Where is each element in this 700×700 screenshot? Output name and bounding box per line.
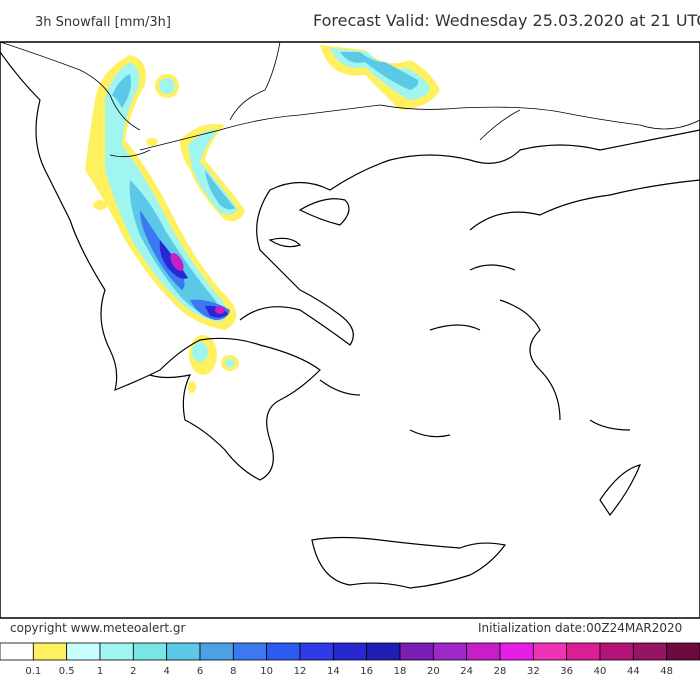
- color-legend: 0.1 0.5 1 2 4 6 8 10 12 14 16 18 20 24 28 32 36 40 44 48: [0, 642, 700, 677]
- legend-label: 20: [427, 666, 440, 677]
- legend-swatch: [332, 642, 368, 661]
- legend-label: 4: [163, 666, 169, 677]
- legend-label: 48: [660, 666, 673, 677]
- copyright: copyright www.meteoalert.gr: [10, 621, 185, 635]
- legend-swatch: [132, 642, 168, 661]
- legend-label: 12: [294, 666, 307, 677]
- legend-swatch: [666, 642, 700, 661]
- legend-swatch: [499, 642, 534, 661]
- legend-label: 0.5: [59, 666, 75, 677]
- legend-swatch: [366, 642, 401, 661]
- map-area: [0, 41, 700, 619]
- forecast-valid: Forecast Valid: Wednesday 25.03.2020 at …: [313, 11, 700, 30]
- legend-label: 14: [327, 666, 340, 677]
- legend-label: 24: [460, 666, 473, 677]
- initialization-date: Initialization date:00Z24MAR2020: [478, 621, 682, 635]
- legend-label: 28: [494, 666, 507, 677]
- legend-label: 18: [394, 666, 407, 677]
- legend-label: 40: [594, 666, 607, 677]
- legend-label: 1: [97, 666, 103, 677]
- legend-swatch: [532, 642, 568, 661]
- legend-label: 2: [130, 666, 136, 677]
- legend-swatch: [232, 642, 268, 661]
- legend-swatch: [566, 642, 601, 661]
- coastlines: [0, 41, 700, 589]
- legend-swatch: [0, 642, 34, 661]
- legend-label: 16: [360, 666, 373, 677]
- legend-label: 44: [627, 666, 640, 677]
- legend-swatch: [66, 642, 101, 661]
- legend-swatch: [266, 642, 301, 661]
- legend-swatch: [399, 642, 434, 661]
- legend-swatch: [99, 642, 134, 661]
- map-title: 3h Snowfall [mm/3h]: [35, 15, 171, 30]
- legend-swatch: [432, 642, 468, 661]
- legend-label: 10: [260, 666, 273, 677]
- legend-label: 6: [197, 666, 203, 677]
- legend-swatch: [166, 642, 201, 661]
- legend-swatch: [466, 642, 501, 661]
- legend-label: 8: [230, 666, 236, 677]
- legend-label: 32: [527, 666, 540, 677]
- legend-label: 36: [560, 666, 573, 677]
- legend-swatch: [199, 642, 234, 661]
- legend-swatch: [32, 642, 68, 661]
- legend-label: 0.1: [25, 666, 41, 677]
- snowfall-shading: [85, 45, 440, 393]
- legend-swatch: [632, 642, 668, 661]
- legend-swatch: [299, 642, 334, 661]
- legend-swatch: [599, 642, 634, 661]
